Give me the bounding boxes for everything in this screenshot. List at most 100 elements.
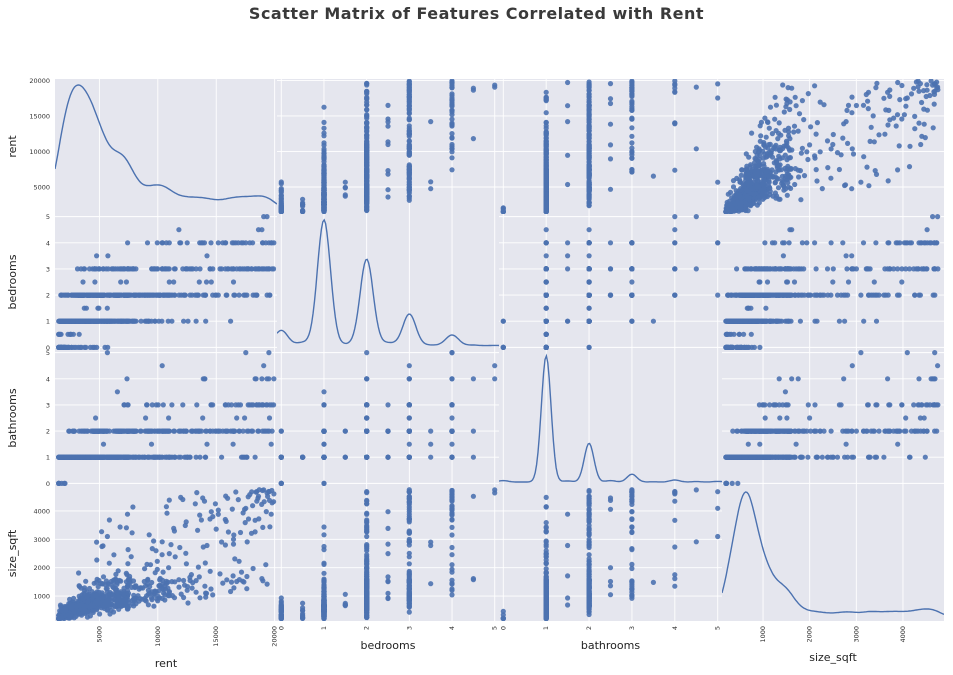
scatter-point xyxy=(763,154,769,160)
scatter-point xyxy=(83,305,89,311)
scatter-point xyxy=(919,99,925,106)
scatter-point xyxy=(94,344,100,350)
scatter-point xyxy=(792,94,798,100)
scatter-point xyxy=(849,146,855,152)
scatter-point xyxy=(797,168,804,174)
scatter-point xyxy=(916,88,922,94)
scatter-point xyxy=(899,116,905,122)
panel-rent-vs-size_sqft xyxy=(722,79,944,214)
scatter-point xyxy=(208,240,214,246)
scatter-point xyxy=(760,196,766,202)
scatter-point xyxy=(149,266,155,272)
scatter-point xyxy=(765,145,771,151)
scatter-point xyxy=(912,126,918,132)
scatter-point xyxy=(105,253,111,259)
scatter-point xyxy=(931,101,937,107)
scatter-point xyxy=(607,142,614,148)
scatter-point xyxy=(261,214,267,220)
scatter-point xyxy=(565,119,571,125)
scatter-point xyxy=(406,91,412,98)
scatter-point xyxy=(607,240,614,246)
scatter-point xyxy=(385,139,391,145)
kde-curve-rent xyxy=(55,84,277,205)
scatter-point xyxy=(850,151,857,157)
scatter-point xyxy=(163,240,169,246)
scatter-point xyxy=(565,181,571,188)
scatter-point xyxy=(154,240,160,246)
scatter-point xyxy=(219,266,225,272)
scatter-point xyxy=(243,240,249,246)
scatter-point xyxy=(364,195,370,201)
scatter-point xyxy=(78,292,84,298)
scatter-point xyxy=(99,292,105,298)
scatter-point xyxy=(772,116,778,122)
scatter-point xyxy=(255,266,261,272)
scatter-point xyxy=(176,227,182,233)
scatter-point xyxy=(110,266,116,272)
scatter-point xyxy=(629,155,635,161)
scatter-point xyxy=(751,191,757,197)
scatter-point xyxy=(278,198,284,204)
scatter-point xyxy=(715,240,721,246)
scatter-point xyxy=(406,176,412,182)
scatter-point xyxy=(364,113,370,119)
scatter-point xyxy=(629,240,635,246)
scatter-point xyxy=(742,200,749,206)
scatter-point xyxy=(449,79,455,85)
scatter-point xyxy=(786,133,792,139)
scatter-point xyxy=(364,183,370,189)
scatter-point xyxy=(773,195,779,201)
scatter-point xyxy=(773,128,779,134)
scatter-point xyxy=(693,214,699,220)
scatter-point xyxy=(845,140,851,146)
scatter-point xyxy=(765,173,772,179)
kde-curve-bedrooms xyxy=(277,218,499,347)
scatter-point xyxy=(586,292,592,298)
scatter-point xyxy=(586,142,592,148)
scatter-point xyxy=(798,150,805,156)
scatter-point xyxy=(278,181,284,187)
scatter-point xyxy=(543,144,549,150)
scatter-point xyxy=(867,138,873,144)
scatter-point xyxy=(321,163,327,169)
scatter-point xyxy=(780,182,786,188)
scatter-point xyxy=(321,171,327,177)
scatter-point xyxy=(102,344,108,350)
scatter-point xyxy=(155,266,161,272)
scatter-point xyxy=(248,266,255,272)
scatter-point xyxy=(230,279,237,285)
scatter-point xyxy=(237,266,244,272)
scatter-point xyxy=(776,120,782,126)
scatter-point xyxy=(745,208,751,214)
scatter-point xyxy=(565,318,571,324)
scatter-point xyxy=(85,318,91,324)
scatter-point xyxy=(543,120,549,126)
scatter-point xyxy=(830,131,836,138)
scatter-point xyxy=(758,133,764,139)
scatter-point xyxy=(756,159,762,165)
scatter-point xyxy=(543,125,549,131)
scatter-point xyxy=(813,131,819,137)
scatter-point xyxy=(364,94,370,100)
scatter-point xyxy=(672,89,678,95)
scatter-point xyxy=(738,200,745,206)
scatter-point xyxy=(629,292,635,298)
scatter-point xyxy=(872,168,878,174)
scatter-point xyxy=(921,88,927,94)
scatter-point xyxy=(269,240,275,246)
scatter-point xyxy=(198,240,204,246)
scatter-point xyxy=(781,109,787,115)
scatter-point xyxy=(73,344,79,350)
scatter-point xyxy=(840,135,846,141)
scatter-point xyxy=(607,96,614,102)
scatter-point xyxy=(865,98,871,104)
scatter-point xyxy=(364,148,370,154)
scatter-point xyxy=(672,214,678,220)
scatter-point xyxy=(470,85,476,91)
scatter-point xyxy=(788,185,794,191)
scatter-point xyxy=(543,178,549,184)
scatter-point xyxy=(672,240,678,246)
scatter-point xyxy=(894,112,901,118)
scatter-point xyxy=(586,136,592,142)
scatter-point xyxy=(118,318,124,324)
